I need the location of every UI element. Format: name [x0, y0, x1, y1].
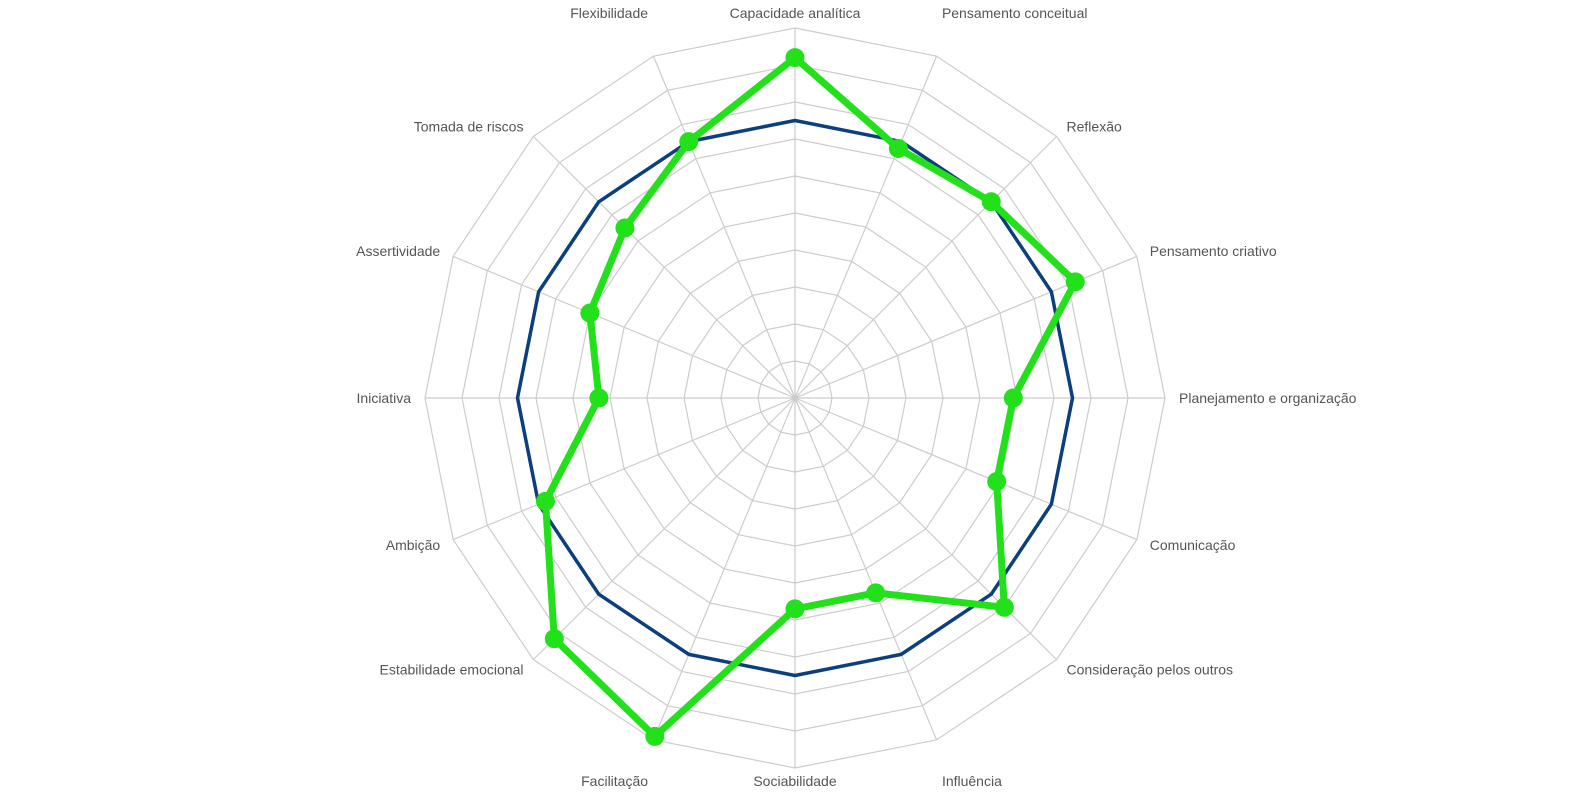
grid	[424, 27, 1166, 769]
axis-label: Influência	[942, 773, 1002, 789]
axis-label: Comunicação	[1150, 537, 1236, 553]
grid-spoke	[652, 397, 796, 741]
grid-spoke	[452, 397, 796, 541]
data-point	[535, 491, 555, 511]
grid-spoke	[452, 255, 796, 399]
grid-spoke	[532, 397, 796, 661]
series-layer	[515, 48, 1085, 746]
axis-label: Pensamento criativo	[1150, 243, 1277, 259]
axis-label: Consideração pelos outros	[1067, 661, 1234, 677]
series-1	[515, 118, 1075, 678]
data-point	[785, 48, 805, 68]
axis-label: Flexibilidade	[570, 5, 648, 21]
data-point	[987, 472, 1007, 492]
data-point	[589, 388, 609, 408]
grid-spoke	[794, 397, 938, 741]
axis-label: Iniciativa	[357, 390, 412, 406]
axis-label: Planejamento e organização	[1179, 390, 1357, 406]
axis-labels: Capacidade analítica Pensamento conceitua…	[356, 5, 1356, 789]
grid-spoke	[794, 55, 938, 399]
axis-label: Capacidade analítica	[730, 5, 861, 21]
data-point	[888, 138, 908, 158]
data-point	[645, 726, 665, 746]
data-point	[1003, 388, 1023, 408]
grid-spoke	[532, 135, 796, 399]
series-line	[515, 118, 1075, 678]
axis-label: Sociabilidade	[753, 773, 836, 789]
axis-label: Facilitação	[581, 773, 648, 789]
grid-spoke	[794, 135, 1058, 399]
data-point	[580, 303, 600, 323]
grid-spoke	[794, 397, 1138, 541]
axis-label: Tomada de riscos	[414, 118, 524, 134]
data-point	[615, 218, 635, 238]
data-point	[785, 599, 805, 619]
data-point	[1065, 272, 1085, 292]
axis-label: Estabilidade emocional	[379, 661, 523, 677]
axis-label: Reflexão	[1067, 118, 1122, 134]
axis-label: Pensamento conceitual	[942, 5, 1088, 21]
axis-label: Assertividade	[356, 243, 440, 259]
data-point	[994, 597, 1014, 617]
grid-spoke	[794, 255, 1138, 399]
data-point	[866, 583, 886, 603]
data-point	[981, 192, 1001, 212]
data-point	[679, 132, 699, 152]
series-2	[535, 48, 1085, 746]
grid-spoke	[794, 397, 1058, 661]
grid-spoke	[652, 55, 796, 399]
series-line	[541, 54, 1079, 740]
data-point	[544, 629, 564, 649]
axis-label: Ambição	[386, 537, 441, 553]
